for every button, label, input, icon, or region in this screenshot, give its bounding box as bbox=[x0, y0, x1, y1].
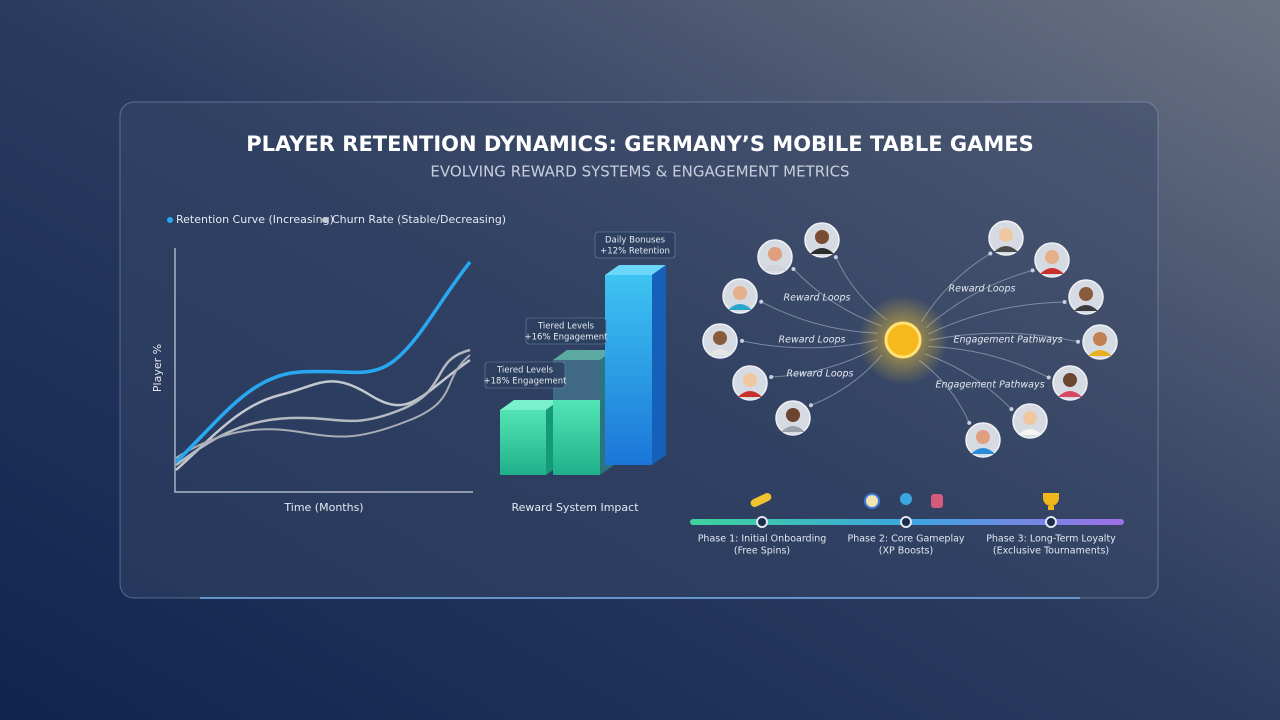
avatar-body bbox=[1058, 391, 1082, 397]
phase-detail: (XP Boosts) bbox=[879, 546, 933, 557]
legend-swatch bbox=[322, 217, 328, 223]
connector-dot bbox=[967, 420, 972, 425]
bar-caption: Reward System Impact bbox=[511, 501, 639, 514]
connector-dot bbox=[791, 266, 796, 271]
avatar-head bbox=[733, 286, 747, 300]
churn-curve bbox=[175, 358, 471, 471]
title: PLAYER RETENTION DYNAMICS: GERMANY’S MOB… bbox=[246, 132, 1034, 156]
axes bbox=[174, 248, 473, 493]
icon bbox=[1043, 493, 1059, 510]
callout-detail: +16% Engagement bbox=[525, 333, 609, 343]
avatar-body bbox=[1074, 305, 1098, 311]
connector-dot bbox=[1046, 375, 1051, 380]
avatar-body bbox=[738, 391, 762, 397]
connector-dot bbox=[808, 403, 813, 408]
retention-curve bbox=[174, 260, 472, 464]
connector-dot bbox=[1062, 300, 1067, 305]
avatar-head bbox=[999, 228, 1013, 242]
legend-swatch bbox=[167, 217, 173, 223]
bar-side bbox=[652, 265, 666, 465]
bar-top bbox=[605, 265, 666, 275]
avatar-body bbox=[781, 426, 805, 432]
callout-title: Daily Bonuses bbox=[605, 236, 666, 246]
avatar-head bbox=[976, 430, 990, 444]
network-label: Engagement Pathways bbox=[935, 380, 1044, 391]
legend-entry: Retention Curve (Increasing) bbox=[176, 213, 334, 226]
avatar-head bbox=[1045, 250, 1059, 264]
avatar-body bbox=[1088, 350, 1112, 356]
avatar-head bbox=[768, 247, 782, 261]
y-axis-label: Player % bbox=[151, 344, 164, 392]
coin bbox=[884, 321, 922, 359]
network-label: Reward Loops bbox=[784, 293, 851, 304]
avatar-head bbox=[743, 373, 757, 387]
callout-title: Tiered Levels bbox=[537, 322, 595, 332]
callout-detail: +18% Engagement bbox=[484, 377, 568, 387]
network-label: Engagement Pathways bbox=[953, 335, 1062, 346]
avatar-head bbox=[713, 331, 727, 345]
connector-dot bbox=[1030, 268, 1035, 273]
bar-front bbox=[605, 275, 652, 465]
bar-front bbox=[500, 410, 546, 475]
callout-detail: +12% Retention bbox=[600, 247, 670, 257]
phase-node bbox=[1045, 516, 1057, 528]
network-label: Reward Loops bbox=[779, 335, 846, 346]
avatar-head bbox=[786, 408, 800, 422]
icon bbox=[864, 493, 880, 509]
phase-detail: (Free Spins) bbox=[734, 546, 790, 557]
avatar-body bbox=[708, 349, 732, 355]
legend-entry: Churn Rate (Stable/Decreasing) bbox=[332, 213, 506, 226]
connector-dot bbox=[759, 299, 764, 304]
avatar-head bbox=[1023, 411, 1037, 425]
connector-dot bbox=[739, 338, 744, 343]
callout-box bbox=[484, 361, 566, 389]
callout-box bbox=[525, 317, 607, 345]
bar-top bbox=[500, 400, 560, 410]
avatar-head bbox=[1093, 332, 1107, 346]
icon bbox=[900, 493, 912, 505]
callout-title: Tiered Levels bbox=[496, 366, 554, 376]
phase-title: Phase 3: Long-Term Loyalty bbox=[986, 534, 1116, 545]
callout-box bbox=[594, 231, 676, 259]
avatar-body bbox=[1018, 429, 1042, 435]
avatar-body bbox=[763, 265, 787, 271]
icon bbox=[931, 494, 943, 508]
bar-blocks bbox=[500, 265, 666, 475]
phase-title: Phase 2: Core Gameplay bbox=[847, 534, 964, 545]
avatar-body bbox=[728, 304, 752, 310]
connector-dot bbox=[769, 375, 774, 380]
network-label: Reward Loops bbox=[787, 369, 854, 380]
avatar-body bbox=[810, 248, 834, 254]
avatar-head bbox=[815, 230, 829, 244]
network-label: Reward Loops bbox=[949, 284, 1016, 295]
avatar-head bbox=[1063, 373, 1077, 387]
connector-dot bbox=[833, 255, 838, 260]
phase-node bbox=[900, 516, 912, 528]
connector-dot bbox=[1009, 407, 1014, 412]
icon bbox=[750, 493, 772, 507]
subtitle: EVOLVING REWARD SYSTEMS & ENGAGEMENT MET… bbox=[430, 163, 849, 181]
churn-curve bbox=[175, 348, 471, 467]
phase-icons bbox=[750, 493, 1059, 510]
connector-dot bbox=[988, 251, 993, 256]
avatar-head bbox=[1079, 287, 1093, 301]
phase-node bbox=[756, 516, 768, 528]
bar-top bbox=[553, 350, 614, 360]
churn-curve bbox=[175, 354, 471, 459]
x-axis-label: Time (Months) bbox=[283, 501, 363, 514]
phase-detail: (Exclusive Tournaments) bbox=[993, 546, 1109, 557]
connector-dot bbox=[1076, 339, 1081, 344]
bar-front bbox=[553, 400, 600, 475]
avatar-body bbox=[1040, 268, 1064, 274]
avatar-body bbox=[994, 246, 1018, 252]
avatar-body bbox=[971, 448, 995, 454]
phase-title: Phase 1: Initial Onboarding bbox=[698, 534, 827, 545]
